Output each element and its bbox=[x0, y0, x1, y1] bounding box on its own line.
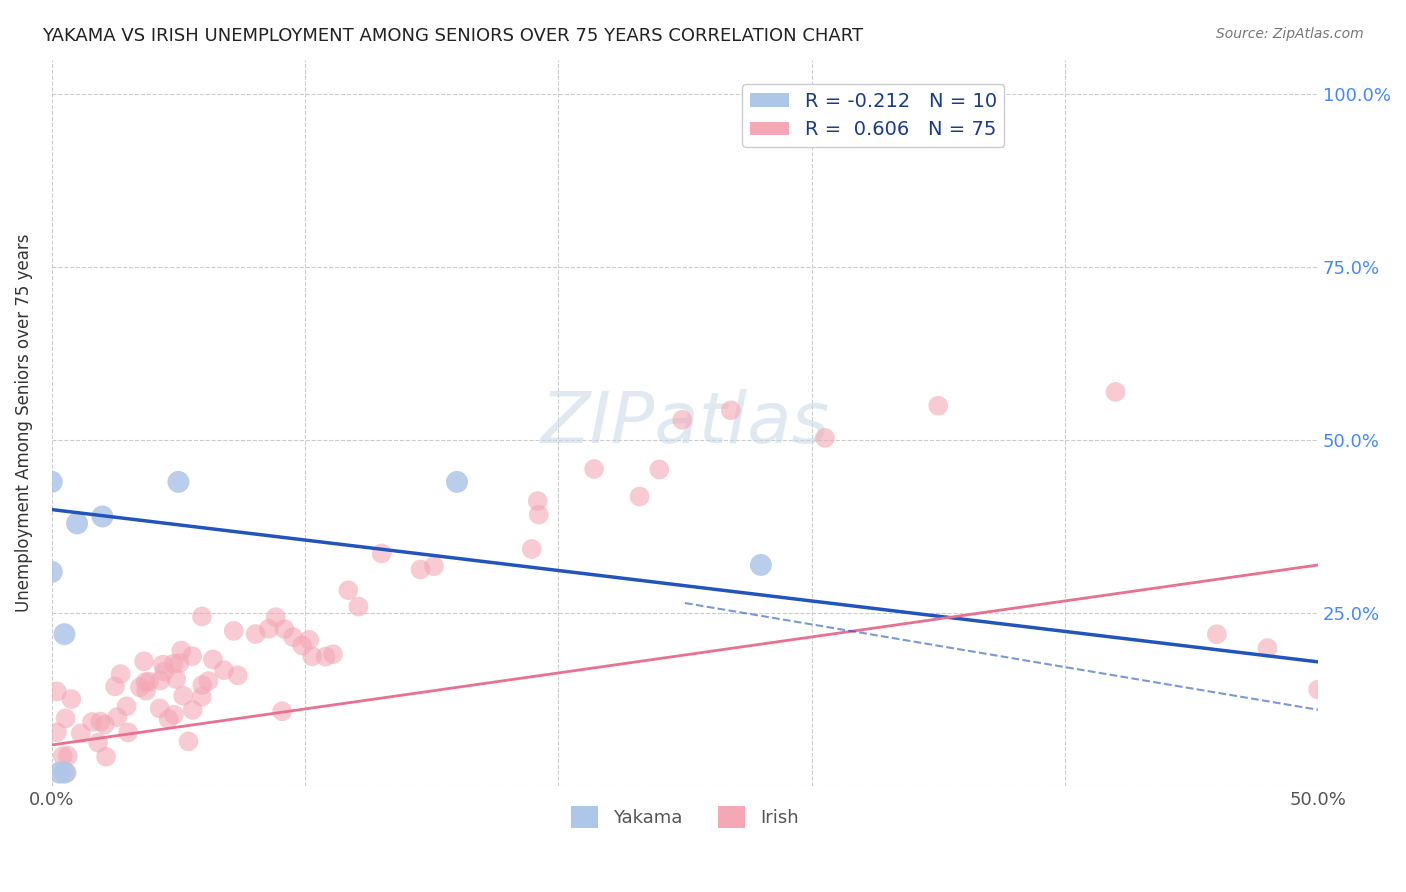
Point bbox=[583, 462, 606, 476]
Point bbox=[152, 657, 174, 672]
Point bbox=[167, 475, 190, 489]
Point bbox=[1104, 384, 1126, 399]
Point bbox=[55, 711, 77, 725]
Point bbox=[191, 609, 214, 624]
Point bbox=[291, 639, 314, 653]
Point bbox=[273, 622, 295, 636]
Point bbox=[298, 632, 321, 647]
Point bbox=[94, 717, 117, 731]
Point bbox=[80, 714, 103, 729]
Point bbox=[172, 689, 194, 703]
Point bbox=[1256, 640, 1278, 655]
Point bbox=[281, 630, 304, 644]
Point bbox=[720, 403, 742, 417]
Point bbox=[927, 399, 949, 413]
Point bbox=[197, 674, 219, 689]
Point bbox=[409, 562, 432, 576]
Text: YAKAMA VS IRISH UNEMPLOYMENT AMONG SENIORS OVER 75 YEARS CORRELATION CHART: YAKAMA VS IRISH UNEMPLOYMENT AMONG SENIO… bbox=[42, 27, 863, 45]
Point bbox=[527, 508, 550, 522]
Point bbox=[814, 431, 837, 445]
Point bbox=[671, 413, 693, 427]
Point bbox=[226, 668, 249, 682]
Point bbox=[52, 749, 75, 764]
Point bbox=[66, 516, 89, 531]
Point bbox=[53, 765, 76, 780]
Point bbox=[423, 559, 446, 574]
Point bbox=[153, 665, 176, 679]
Point bbox=[45, 684, 67, 698]
Point bbox=[163, 707, 186, 722]
Point bbox=[315, 649, 337, 664]
Point bbox=[212, 663, 235, 677]
Text: ZIPatlas: ZIPatlas bbox=[540, 389, 830, 458]
Point bbox=[1308, 682, 1330, 697]
Point bbox=[170, 643, 193, 657]
Point bbox=[94, 749, 117, 764]
Point bbox=[135, 683, 157, 698]
Y-axis label: Unemployment Among Seniors over 75 years: Unemployment Among Seniors over 75 years bbox=[15, 234, 32, 612]
Point bbox=[181, 649, 204, 664]
Point bbox=[271, 704, 294, 718]
Point bbox=[105, 710, 128, 724]
Point bbox=[149, 673, 172, 688]
Point bbox=[41, 565, 63, 579]
Point bbox=[163, 657, 186, 671]
Point bbox=[56, 765, 79, 780]
Point bbox=[91, 509, 114, 524]
Point bbox=[245, 627, 267, 641]
Point bbox=[157, 712, 180, 726]
Point bbox=[45, 725, 67, 739]
Point bbox=[115, 699, 138, 714]
Point bbox=[301, 649, 323, 664]
Point bbox=[48, 765, 70, 780]
Point bbox=[149, 701, 172, 715]
Point bbox=[648, 462, 671, 476]
Point bbox=[257, 622, 280, 636]
Point bbox=[169, 656, 191, 670]
Point bbox=[264, 610, 287, 624]
Point bbox=[53, 627, 76, 641]
Point bbox=[132, 654, 155, 668]
Point bbox=[446, 475, 468, 489]
Point bbox=[190, 690, 212, 704]
Point bbox=[191, 678, 214, 692]
Point bbox=[134, 675, 156, 690]
Point bbox=[104, 680, 127, 694]
Point bbox=[520, 541, 543, 556]
Point bbox=[628, 490, 651, 504]
Point bbox=[749, 558, 772, 572]
Point bbox=[337, 583, 360, 598]
Point bbox=[165, 672, 187, 686]
Point bbox=[177, 734, 200, 748]
Legend: Yakama, Irish: Yakama, Irish bbox=[564, 799, 806, 836]
Point bbox=[201, 652, 224, 666]
Point bbox=[87, 736, 110, 750]
Point bbox=[41, 475, 63, 489]
Point bbox=[110, 667, 132, 681]
Point bbox=[69, 726, 91, 740]
Text: Source: ZipAtlas.com: Source: ZipAtlas.com bbox=[1216, 27, 1364, 41]
Point bbox=[56, 748, 79, 763]
Point bbox=[138, 674, 160, 689]
Point bbox=[370, 546, 392, 560]
Point bbox=[60, 692, 83, 706]
Point bbox=[181, 703, 204, 717]
Point bbox=[89, 714, 111, 729]
Point bbox=[222, 624, 245, 638]
Point bbox=[322, 647, 344, 661]
Point bbox=[129, 681, 152, 695]
Point bbox=[117, 725, 139, 739]
Point bbox=[526, 494, 548, 508]
Point bbox=[1205, 627, 1227, 641]
Point bbox=[347, 599, 370, 614]
